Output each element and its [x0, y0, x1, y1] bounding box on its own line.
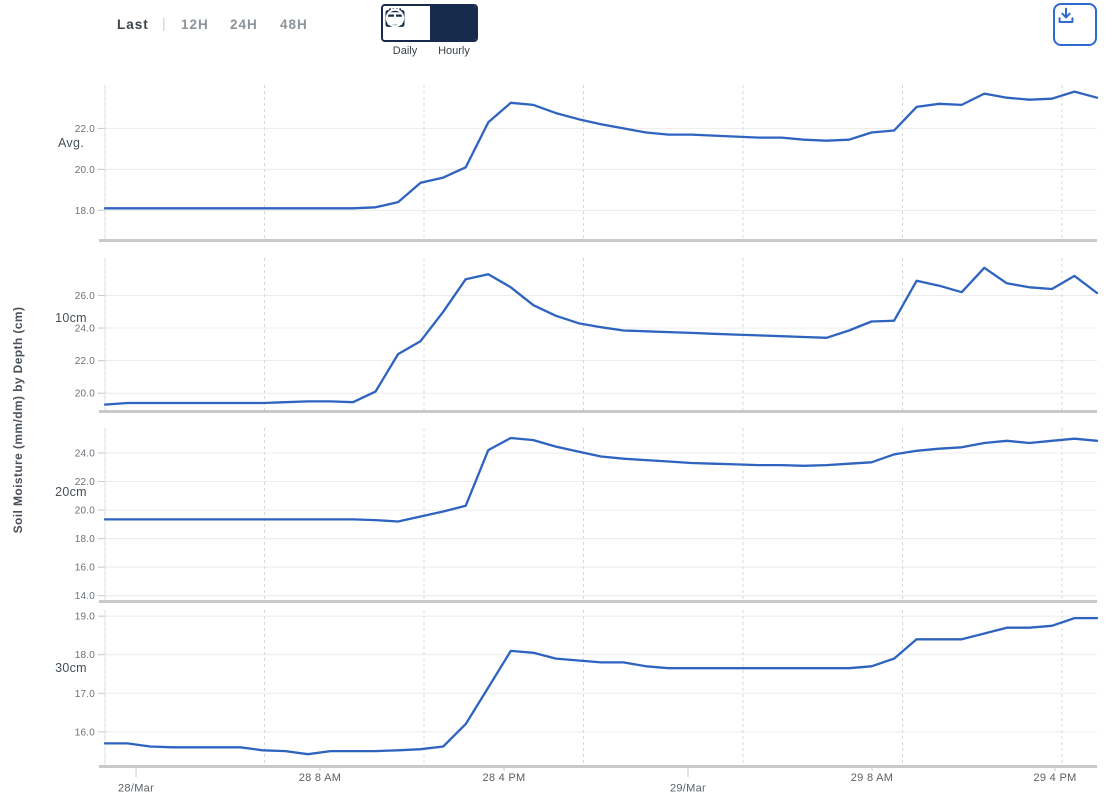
x-tick-label: 28 8 AM: [299, 772, 341, 784]
y-tick-label: 17.0: [75, 689, 96, 700]
series-line[interactable]: [103, 436, 1099, 523]
x-tick-label: 28 4 PM: [482, 772, 525, 784]
y-tick-label: 20.0: [75, 506, 96, 517]
depth-label: Avg.: [58, 136, 84, 150]
y-tick-label: 18.0: [75, 534, 96, 545]
y-tick-label: 18.0: [75, 650, 96, 661]
depth-label: 10cm: [55, 311, 87, 325]
hourly-label: Hourly: [438, 45, 470, 57]
range-12h-button[interactable]: 12H: [181, 17, 209, 32]
range-48h-button[interactable]: 48H: [280, 17, 308, 32]
y-tick-label: 20.0: [75, 389, 96, 400]
y-tick-label: 16.0: [75, 727, 96, 738]
y-tick-label: 18.0: [75, 206, 96, 217]
y-tick-label: 22.0: [75, 356, 96, 367]
last-label: Last: [117, 17, 149, 32]
y-axis-title: Soil Moisture (mm/dm) by Depth (cm): [11, 307, 25, 534]
hourly-toggle-button[interactable]: [385, 6, 476, 40]
chart-10cm: 20.0 22.0 24.0 26.0 10cm: [55, 258, 1099, 413]
chart-30cm: 16.0 17.0 18.0 19.0 30cm: [55, 610, 1099, 768]
series-line[interactable]: [103, 616, 1099, 756]
y-tick-label: 22.0: [75, 477, 96, 488]
y-tick-label: 22.0: [75, 124, 96, 135]
daily-label: Daily: [392, 45, 418, 57]
y-tick-label: 19.0: [75, 612, 96, 623]
series-line[interactable]: [103, 90, 1099, 210]
x-axis: 28/Mar 28 8 AM 28 4 PM 29/Mar 29 8 AM 29 4 PM: [118, 765, 1076, 795]
x-tick-label: 29 8 AM: [851, 772, 893, 784]
y-tick-label: 16.0: [75, 563, 96, 574]
x-tick-label: 29/Mar: [670, 783, 706, 795]
depth-label: 30cm: [55, 661, 87, 675]
depth-label: 20cm: [55, 485, 87, 499]
y-tick-label: 26.0: [75, 291, 96, 302]
download-button[interactable]: [1053, 3, 1097, 46]
y-tick-label: 24.0: [75, 324, 96, 335]
range-24h-button[interactable]: 24H: [230, 17, 258, 32]
divider: |: [162, 15, 166, 31]
y-tick-label: 20.0: [75, 165, 96, 176]
y-tick-label: 14.0: [75, 591, 96, 602]
y-tick-label: 24.0: [75, 448, 96, 459]
x-tick-label: 28/Mar: [118, 783, 154, 795]
toolbar: Last | 12H 24H 48H: [0, 0, 1112, 64]
series-line[interactable]: [103, 266, 1099, 406]
daily-hourly-toggle: [381, 4, 478, 42]
x-tick-label: 29 4 PM: [1033, 772, 1076, 784]
chart-20cm: 14.0 16.0 18.0 20.0 22.0 24.0 20cm: [55, 428, 1099, 603]
